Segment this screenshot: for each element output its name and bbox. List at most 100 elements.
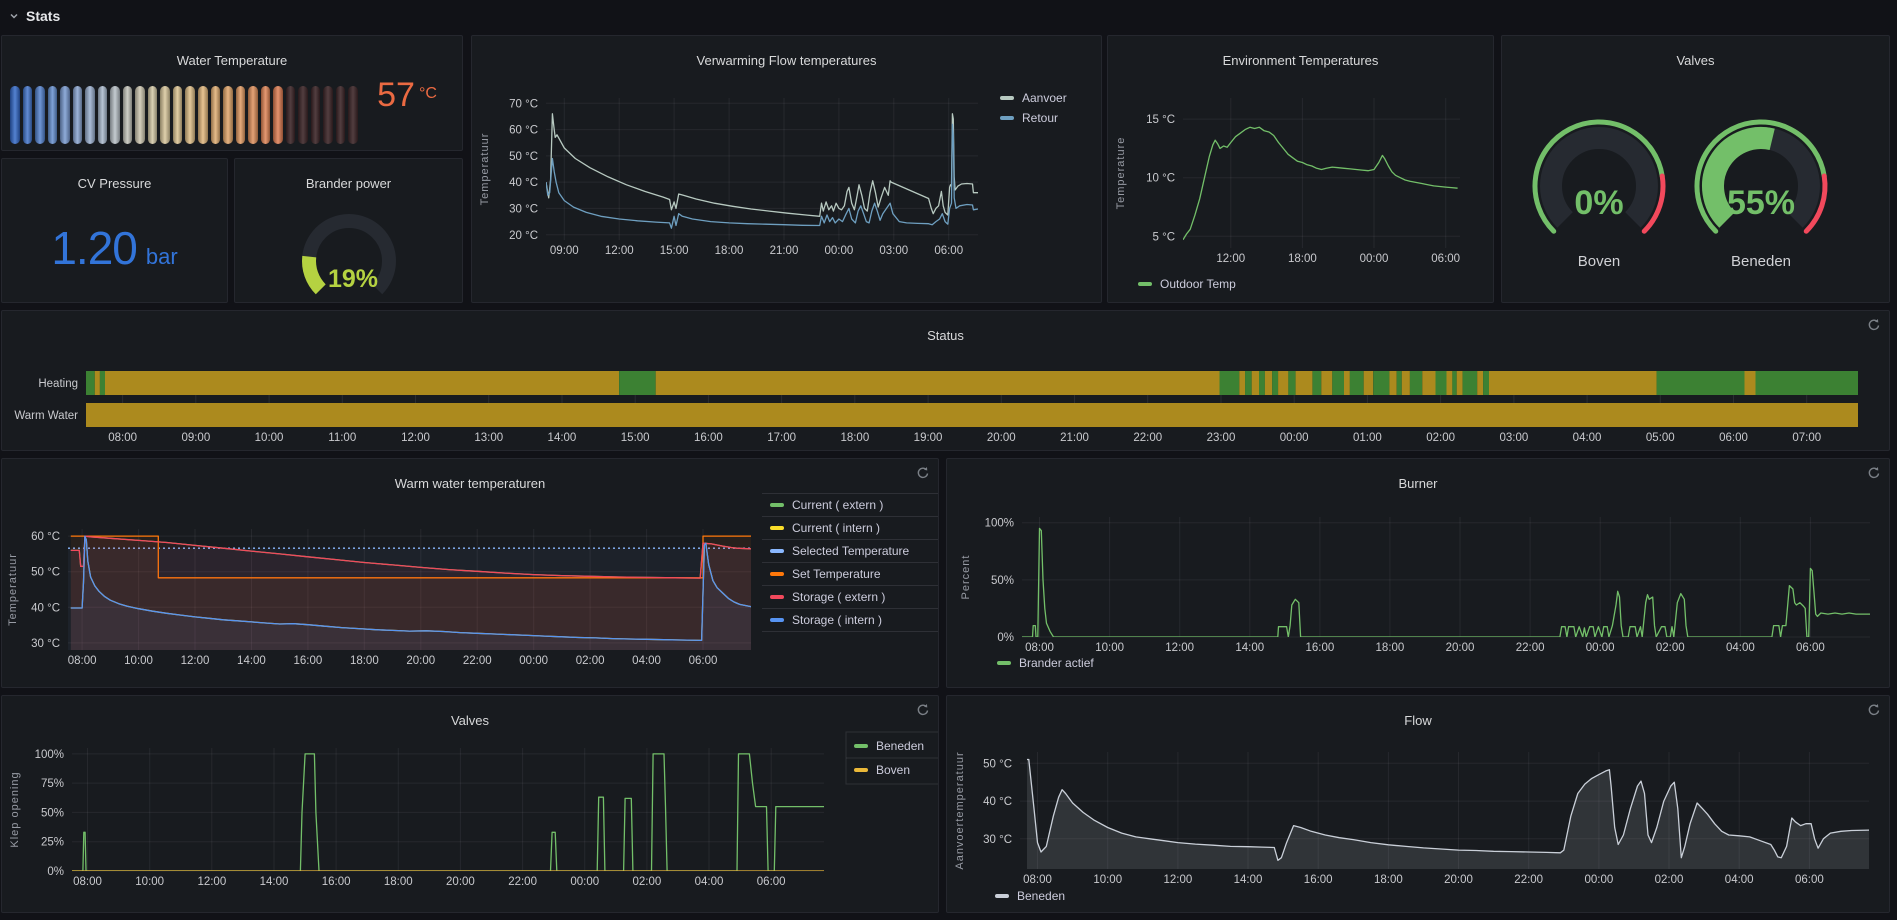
- svg-text:06:00: 06:00: [1431, 253, 1460, 265]
- valves_chart-chart[interactable]: 0% 25% 50% 75% 100% 08:00 10:00 12:00 14:00 16:00…: [2, 696, 938, 912]
- svg-text:50 °C: 50 °C: [31, 567, 60, 579]
- svg-text:14:00: 14:00: [1235, 642, 1264, 654]
- value-unit: °C: [418, 85, 437, 102]
- lcd-cell: [248, 86, 258, 144]
- svg-text:08:00: 08:00: [108, 432, 137, 444]
- status-row-label: Warm Water: [14, 410, 78, 422]
- svg-text:01:00: 01:00: [1353, 432, 1382, 444]
- status-segment: [1278, 371, 1289, 395]
- lcd-cell: [97, 86, 108, 144]
- svg-text:Aanvoertemperatuur: Aanvoertemperatuur: [954, 751, 966, 869]
- valves-gauges[interactable]: 0% Boven 55% Beneden: [1502, 36, 1889, 302]
- panel-burner: Burner 0% 50% 100% 08:00 10:00 12:00 14:00 16:0…: [946, 458, 1890, 688]
- refresh-icon[interactable]: [1867, 703, 1881, 717]
- refresh-icon[interactable]: [916, 466, 930, 480]
- svg-text:12:00: 12:00: [1163, 874, 1192, 886]
- status-segment: [1389, 371, 1397, 395]
- svg-text:00:00: 00:00: [1360, 253, 1389, 265]
- refresh-icon[interactable]: [1867, 318, 1881, 332]
- svg-text:70 °C: 70 °C: [509, 98, 538, 110]
- legend-item-storage-intern-[interactable]: Storage ( intern ): [770, 613, 882, 627]
- panel-title[interactable]: Burner: [1398, 475, 1438, 491]
- panel-title[interactable]: CV Pressure: [77, 175, 152, 191]
- svg-text:12:00: 12:00: [401, 432, 430, 444]
- svg-text:14:00: 14:00: [237, 655, 266, 667]
- refresh-icon[interactable]: [1867, 466, 1881, 480]
- lcd-cell: [285, 86, 296, 144]
- legend-item-beneden[interactable]: Beneden: [854, 739, 924, 753]
- series-line-Storage ( intern ): [70, 535, 751, 642]
- panel-title[interactable]: Valves: [1676, 52, 1715, 68]
- status-segment: [1483, 371, 1489, 395]
- svg-text:03:00: 03:00: [879, 245, 908, 257]
- legend-item-current-extern-[interactable]: Current ( extern ): [770, 498, 883, 512]
- svg-text:02:00: 02:00: [1426, 432, 1455, 444]
- svg-text:02:00: 02:00: [576, 655, 605, 667]
- series-line-Aanvoer: [546, 113, 978, 217]
- svg-text:16:00: 16:00: [1305, 642, 1334, 654]
- status-segment: [1239, 371, 1246, 395]
- svg-text:23:00: 23:00: [1207, 432, 1236, 444]
- legend-item-beneden[interactable]: Beneden: [995, 889, 1065, 903]
- environment-chart[interactable]: 5 °C 10 °C 15 °C 12:00 18:00 00:00 06:00 Temper…: [1108, 36, 1493, 302]
- panel-title[interactable]: Brander power: [305, 175, 392, 191]
- legend-item-storage-extern-[interactable]: Storage ( extern ): [770, 590, 885, 604]
- brander-power-gauge[interactable]: 19%: [235, 159, 462, 302]
- panel-title[interactable]: Water Temperature: [176, 52, 288, 68]
- row-header-stats[interactable]: Stats: [8, 0, 60, 32]
- gauge-boven[interactable]: 0% Boven: [1532, 119, 1666, 270]
- status-segment: [1363, 371, 1374, 395]
- svg-text:10:00: 10:00: [1095, 642, 1124, 654]
- status-row-warm-water[interactable]: [86, 403, 1858, 427]
- svg-text:17:00: 17:00: [767, 432, 796, 444]
- panel-brander-power: Brander power 19%: [234, 158, 463, 303]
- svg-text:00:00: 00:00: [1280, 432, 1309, 444]
- gauge-beneden[interactable]: 55% Beneden: [1694, 119, 1828, 270]
- refresh-icon[interactable]: [916, 703, 930, 717]
- burner-chart[interactable]: 0% 50% 100% 08:00 10:00 12:00 14:00 16:00 18:00 2…: [947, 459, 1889, 687]
- status-row-heating[interactable]: [86, 371, 1858, 395]
- panel-title[interactable]: Status: [927, 327, 964, 343]
- legend-item-outdoor-temp[interactable]: Outdoor Temp: [1138, 277, 1236, 291]
- svg-text:08:00: 08:00: [1023, 874, 1052, 886]
- svg-text:12:00: 12:00: [1216, 253, 1245, 265]
- legend-item-current-intern-[interactable]: Current ( intern ): [770, 521, 880, 535]
- lcd-cell: [10, 86, 20, 144]
- panel-title[interactable]: Warm water temperaturen: [394, 475, 546, 491]
- legend-item-selected-temperature[interactable]: Selected Temperature: [770, 544, 910, 558]
- legend-item-set-temperature[interactable]: Set Temperature: [770, 567, 881, 581]
- chevron-down-icon: [10, 13, 18, 19]
- svg-text:19:00: 19:00: [914, 432, 943, 444]
- legend-item-retour[interactable]: Retour: [1000, 111, 1058, 125]
- svg-text:20 °C: 20 °C: [509, 230, 538, 242]
- panel-title[interactable]: Environment Temperatures: [1222, 52, 1379, 68]
- panel-title[interactable]: Flow: [1404, 712, 1432, 728]
- flow-chart[interactable]: 30 °C 40 °C 50 °C 08:00 10:00 12:00 14:00 16:00…: [947, 696, 1889, 912]
- status-segment: [94, 371, 100, 395]
- status-segment: [1489, 371, 1657, 395]
- svg-text:15:00: 15:00: [621, 432, 650, 444]
- legend-item-boven[interactable]: Boven: [854, 763, 910, 777]
- panel-water-temperature: Water Temperature 57 °C: [1, 35, 463, 151]
- svg-text:14:00: 14:00: [260, 876, 289, 888]
- svg-text:100%: 100%: [985, 518, 1014, 530]
- status-segment: [619, 371, 656, 395]
- series-line-Storage ( extern ): [70, 535, 751, 579]
- warm_water-chart[interactable]: 30 °C 40 °C 50 °C 60 °C 08:00 10:00 12:00 14:00…: [2, 459, 938, 687]
- status-timeline[interactable]: 08:00 09:00 10:00 11:00 12:00 13:00 14:00 15:00…: [2, 311, 1889, 450]
- legend-item-brander-actief[interactable]: Brander actief: [997, 656, 1094, 670]
- lcd-cell: [197, 86, 208, 144]
- verwarming-chart[interactable]: 20 °C 30 °C 40 °C 50 °C 60 °C 70 °C 09:00 12:00…: [472, 36, 1101, 302]
- svg-text:16:00: 16:00: [1304, 874, 1333, 886]
- svg-text:Temperature: Temperature: [1115, 137, 1127, 210]
- svg-text:09:00: 09:00: [550, 245, 579, 257]
- svg-text:18:00: 18:00: [384, 876, 413, 888]
- panel-title[interactable]: Verwarming Flow temperatures: [696, 52, 877, 68]
- svg-text:Storage ( intern ): Storage ( intern ): [792, 613, 882, 627]
- legend-item-aanvoer[interactable]: Aanvoer: [1000, 91, 1067, 105]
- svg-text:0%: 0%: [997, 632, 1014, 644]
- panel-title[interactable]: Valves: [450, 712, 490, 728]
- gauge-value: 0%: [1574, 184, 1623, 222]
- lcd-cell: [172, 86, 183, 144]
- panel-verwarming-flow-temperatures: Verwarming Flow temperatures 20 °C 30 °C 4…: [471, 35, 1102, 303]
